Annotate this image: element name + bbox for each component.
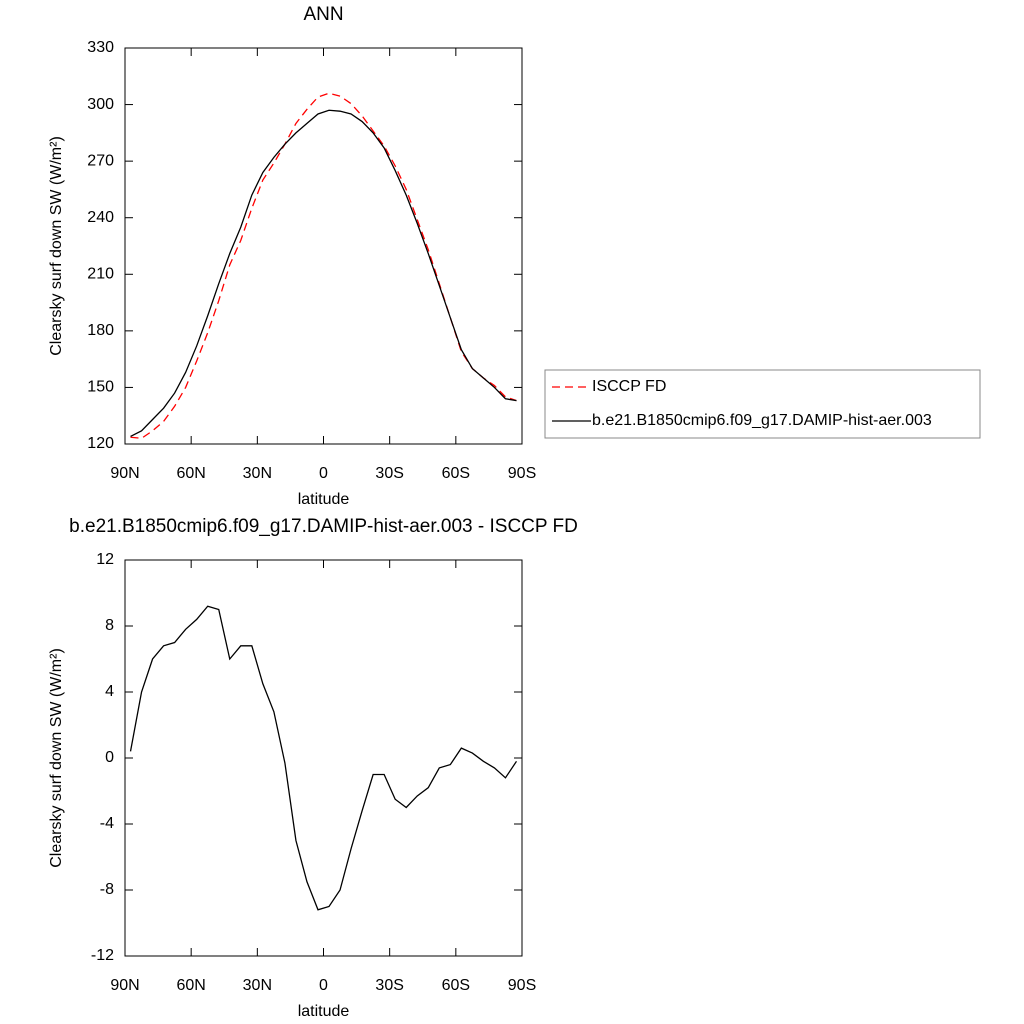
y-tick-label: 330 bbox=[87, 39, 114, 56]
x-tick-label: 90S bbox=[508, 977, 536, 994]
y-tick-label: 270 bbox=[87, 152, 114, 169]
legend-box bbox=[544, 369, 981, 439]
data-line bbox=[130, 92, 517, 440]
x-tick-label: 90N bbox=[110, 465, 139, 482]
y-tick-label: 8 bbox=[105, 617, 114, 634]
y-tick-label: -4 bbox=[100, 815, 114, 832]
y-tick-label: 120 bbox=[87, 435, 114, 452]
y-tick-label: 4 bbox=[105, 683, 114, 700]
x-tick-label: 30S bbox=[375, 977, 403, 994]
x-tick-label: 30N bbox=[243, 977, 272, 994]
y-tick-label: 240 bbox=[87, 209, 114, 226]
data-line bbox=[130, 109, 517, 438]
x-tick-label: 90N bbox=[110, 977, 139, 994]
y-tick-label: 0 bbox=[105, 749, 114, 766]
plot-frame bbox=[124, 47, 523, 445]
chart-title: ANN bbox=[303, 4, 343, 25]
x-tick-label: 60N bbox=[176, 465, 205, 482]
y-tick-label: 210 bbox=[87, 266, 114, 283]
x-tick-label: 0 bbox=[319, 977, 328, 994]
y-tick-label: 150 bbox=[87, 379, 114, 396]
x-tick-label: 60S bbox=[442, 977, 470, 994]
x-axis-label: latitude bbox=[298, 491, 350, 508]
y-axis-label: Clearsky surf down SW (W/m²) bbox=[48, 136, 65, 356]
x-tick-label: 0 bbox=[319, 465, 328, 482]
data-line bbox=[129, 605, 518, 911]
y-tick-label: -12 bbox=[91, 947, 114, 964]
x-axis-label: latitude bbox=[298, 1003, 350, 1020]
y-tick-label: 12 bbox=[96, 551, 114, 568]
y-axis-label: Clearsky surf down SW (W/m²) bbox=[48, 648, 65, 868]
plot-frame bbox=[124, 559, 523, 957]
legend-label: b.e21.B1850cmip6.f09_g17.DAMIP-hist-aer.… bbox=[592, 412, 932, 429]
x-tick-label: 60N bbox=[176, 977, 205, 994]
y-tick-label: -8 bbox=[100, 881, 114, 898]
x-tick-label: 30S bbox=[375, 465, 403, 482]
x-tick-label: 30N bbox=[243, 465, 272, 482]
x-tick-label: 60S bbox=[442, 465, 470, 482]
y-tick-label: 180 bbox=[87, 322, 114, 339]
x-tick-label: 90S bbox=[508, 465, 536, 482]
y-tick-label: 300 bbox=[87, 96, 114, 113]
legend-label: ISCCP FD bbox=[592, 378, 666, 395]
chart-title: b.e21.B1850cmip6.f09_g17.DAMIP-hist-aer.… bbox=[69, 516, 578, 537]
